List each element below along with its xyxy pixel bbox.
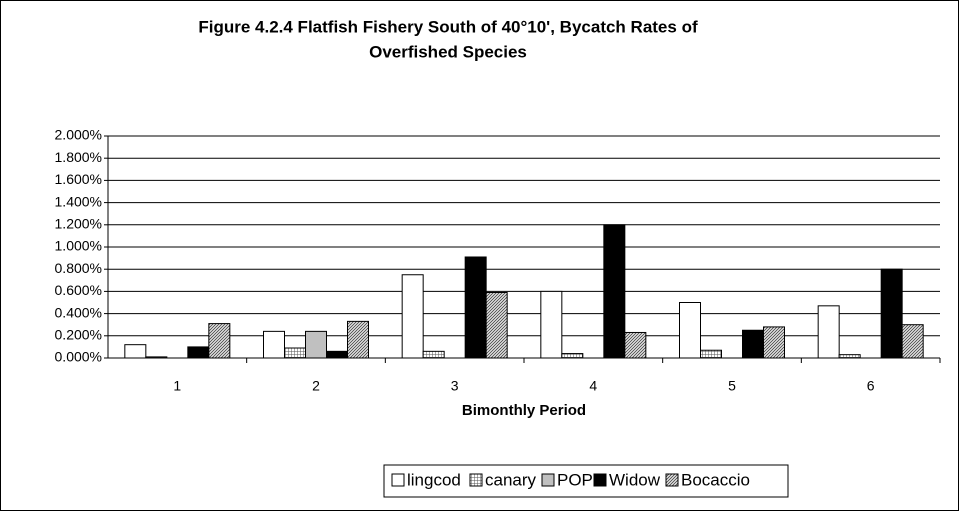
legend-swatch — [391, 473, 405, 487]
legend-swatch — [469, 473, 483, 487]
x-tick-label: 2 — [312, 378, 320, 394]
y-tick-label: 1.600% — [55, 171, 102, 187]
bar — [603, 224, 626, 359]
y-tick-label: 1.400% — [55, 193, 102, 209]
y-tick-label: 1.200% — [55, 216, 102, 232]
legend — [383, 464, 789, 498]
legend-swatch — [593, 473, 607, 487]
legend-label: Widow — [609, 470, 661, 489]
bar — [540, 290, 563, 359]
bar — [284, 347, 306, 359]
legend-swatch — [541, 473, 555, 487]
bar — [401, 274, 424, 359]
bar — [742, 329, 764, 359]
legend-label: canary — [485, 470, 537, 489]
bar — [464, 256, 487, 359]
y-tick-label: 0.800% — [55, 260, 102, 276]
legend-label: lingcod — [407, 470, 461, 489]
y-tick-label: 0.400% — [55, 304, 102, 320]
bar — [817, 305, 840, 359]
bar — [700, 349, 722, 359]
bar — [187, 346, 210, 359]
x-tick-label: 4 — [589, 378, 597, 394]
x-axis-label: Bimonthly Period — [462, 402, 586, 419]
bar — [485, 292, 508, 359]
bar — [679, 302, 701, 359]
x-tick-label: 1 — [173, 378, 181, 394]
y-tick-label: 0.600% — [55, 282, 102, 298]
bar — [263, 330, 285, 359]
bar — [326, 350, 348, 359]
bar — [901, 324, 924, 359]
x-tick-label: 5 — [728, 378, 736, 394]
y-tick-label: 0.000% — [55, 349, 102, 365]
y-tick-label: 0.200% — [55, 327, 102, 343]
bar — [124, 344, 147, 359]
chart-title: Overfished Species — [369, 42, 527, 61]
bar — [880, 268, 903, 359]
legend-swatch — [665, 473, 679, 487]
legend-label: Bocaccio — [681, 470, 750, 489]
bar — [305, 330, 327, 359]
y-tick-label: 2.000% — [55, 127, 102, 143]
x-tick-label: 6 — [867, 378, 875, 394]
legend-label: POP — [557, 470, 593, 489]
bar — [561, 353, 584, 359]
bar — [208, 323, 231, 359]
bar — [624, 331, 647, 359]
bar — [422, 350, 445, 359]
x-tick-label: 3 — [451, 378, 459, 394]
y-tick-label: 1.800% — [55, 149, 102, 165]
bar — [763, 326, 785, 359]
bar — [347, 320, 369, 359]
chart-title: Figure 4.2.4 Flatfish Fishery South of 4… — [198, 17, 698, 36]
y-tick-label: 1.000% — [55, 238, 102, 254]
